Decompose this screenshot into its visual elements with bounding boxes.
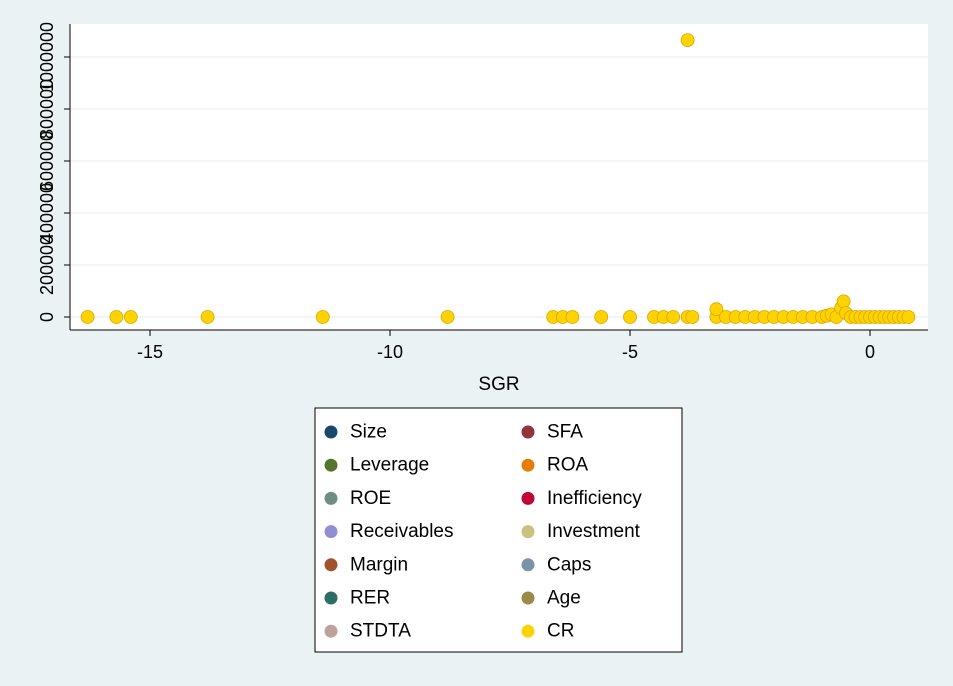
legend-marker — [324, 525, 338, 539]
legend-label: ROA — [547, 455, 589, 476]
y-tick-label: 800000 — [37, 79, 57, 139]
legend-label: RER — [350, 588, 390, 609]
legend-label: Margin — [350, 554, 408, 575]
legend-marker — [521, 624, 535, 638]
data-point — [623, 310, 637, 324]
y-tick-label: 600000 — [37, 131, 57, 191]
data-point — [200, 310, 215, 324]
data-point — [123, 310, 138, 324]
data-point — [901, 310, 916, 324]
x-axis-ticks: -15 -10 -5 0 — [137, 330, 875, 362]
legend-label: ROE — [350, 488, 391, 509]
data-point — [315, 310, 330, 324]
data-point — [709, 302, 724, 317]
data-point — [685, 310, 700, 324]
y-tick-label: 400000 — [37, 183, 57, 243]
data-point — [565, 310, 580, 324]
x-tick-label: -5 — [622, 342, 638, 362]
legend-marker — [324, 558, 338, 572]
data-point — [109, 310, 124, 324]
legend-marker — [324, 624, 338, 638]
legend-label: Investment — [547, 521, 641, 542]
data-point — [440, 310, 455, 324]
x-tick-label: -10 — [377, 342, 403, 362]
y-tick-label: 1000000 — [37, 22, 57, 92]
legend-label: CR — [547, 621, 574, 642]
legend-label: Age — [547, 588, 581, 609]
data-point — [680, 33, 695, 47]
legend-marker — [521, 491, 535, 505]
legend-label: Receivables — [350, 521, 454, 542]
data-point — [836, 294, 851, 309]
legend-label: Size — [350, 422, 387, 443]
legend-marker — [324, 491, 338, 505]
y-tick-label: 200000 — [37, 235, 57, 295]
y-tick-label: 0 — [37, 312, 57, 322]
data-point — [594, 310, 609, 324]
data-point — [80, 310, 95, 324]
legend-label: Caps — [547, 554, 591, 575]
legend-marker — [324, 591, 338, 605]
legend-marker — [521, 558, 535, 572]
data-point — [666, 310, 681, 324]
legend-label: SFA — [547, 422, 583, 443]
legend-marker — [521, 525, 535, 539]
legend: Size SFA Leverage ROA ROE Inefficiency Receiva… — [324, 422, 642, 642]
legend-label: Leverage — [350, 455, 429, 476]
plot-area — [70, 24, 928, 330]
legend-marker — [521, 591, 535, 605]
legend-marker — [521, 458, 535, 472]
legend-label: Inefficiency — [547, 488, 642, 509]
legend-label: STDTA — [350, 621, 411, 642]
x-axis-title: SGR — [478, 374, 519, 395]
x-tick-label: -15 — [137, 342, 163, 362]
legend-marker — [324, 458, 338, 472]
legend-box — [314, 407, 683, 653]
x-tick-label: 0 — [865, 342, 875, 362]
legend-marker — [521, 425, 535, 439]
legend-marker — [324, 425, 338, 439]
data-points — [80, 33, 916, 324]
